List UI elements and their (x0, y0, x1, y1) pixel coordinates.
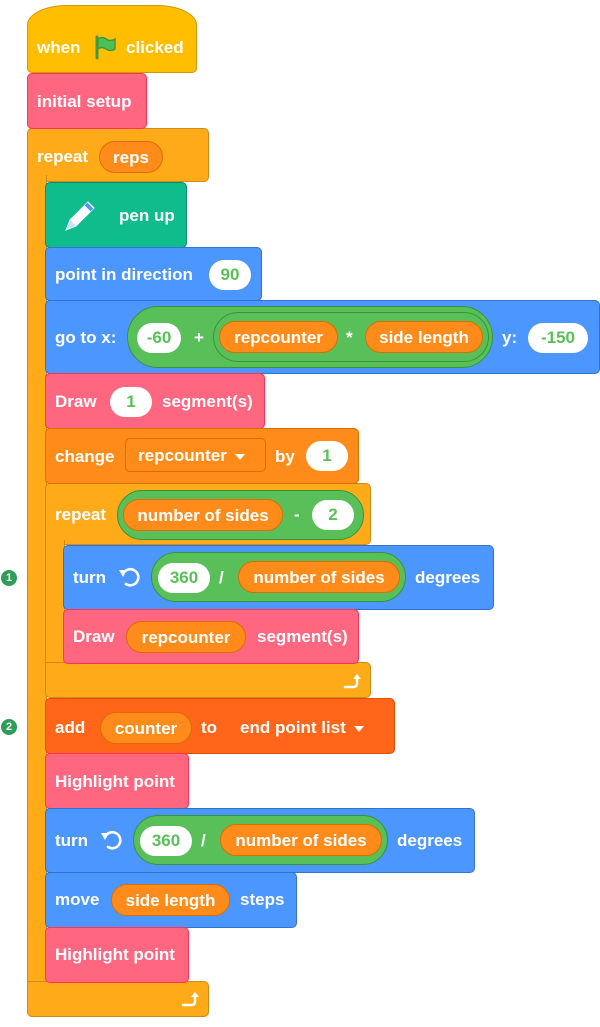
x-base-input[interactable]: -60 (137, 323, 181, 353)
repcounter-variable[interactable]: repcounter (219, 321, 338, 353)
when-flag-clicked-block[interactable] (27, 5, 197, 73)
segments-suffix-label: segment(s) (162, 392, 253, 411)
plus-sign: + (194, 328, 204, 347)
steps-label: steps (240, 890, 285, 909)
repcounter-variable[interactable]: repcounter (126, 621, 246, 653)
step-marker-1: 1 (1, 570, 17, 586)
y-input[interactable]: -150 (528, 323, 588, 353)
repeat-outer-label: repeat (37, 147, 89, 166)
pen-icon (65, 201, 95, 231)
side-length-variable[interactable]: side length (365, 321, 483, 353)
list-dropdown[interactable]: end point list (240, 713, 364, 743)
highlight-point-label: Highlight point (55, 945, 175, 964)
counter-variable[interactable]: counter (100, 712, 192, 744)
hat-clicked-label: clicked (126, 38, 184, 57)
turn-label: turn (73, 568, 107, 587)
turn-left-icon (119, 567, 140, 587)
segments-input[interactable]: 1 (110, 387, 152, 417)
variable-dropdown[interactable]: repcounter (125, 438, 266, 472)
initial-setup-label: initial setup (37, 92, 132, 111)
minus-sign: - (294, 505, 300, 524)
loop-arrow-icon (181, 992, 199, 1007)
change-label: change (55, 447, 115, 466)
hat-when-label: when (37, 38, 81, 57)
turn-left-icon (101, 830, 122, 850)
repeat-inner-left-bar (45, 540, 65, 670)
add-label: add (55, 718, 86, 737)
direction-input[interactable]: 90 (209, 260, 251, 290)
draw-label: Draw (73, 627, 115, 646)
initial-setup-block[interactable] (27, 73, 147, 129)
chevron-down-icon (353, 725, 364, 732)
green-flag-icon[interactable] (92, 34, 118, 60)
turn-degrees-input[interactable]: 360 (140, 826, 192, 856)
degrees-label: degrees (397, 831, 463, 850)
number-of-sides-variable[interactable]: number of sides (238, 561, 400, 593)
highlight-point-label: Highlight point (55, 772, 175, 791)
change-by-input[interactable]: 1 (306, 441, 348, 471)
variable-dropdown-value: repcounter (138, 446, 227, 465)
loop-arrow-icon (343, 674, 361, 689)
segments-suffix-label: segment(s) (257, 627, 348, 646)
side-length-variable[interactable]: side length (111, 884, 230, 916)
change-by-label: by (275, 447, 295, 466)
number-of-sides-variable[interactable]: number of sides (220, 824, 382, 856)
move-label: move (55, 890, 100, 909)
draw-segments-block[interactable] (45, 373, 265, 429)
repeat-outer-foot (27, 981, 209, 1017)
degrees-label: degrees (415, 568, 481, 587)
highlight-point-block[interactable] (45, 927, 189, 983)
repeat-outer-left-bar (27, 175, 47, 995)
point-in-direction-label: point in direction (55, 265, 193, 284)
highlight-point-block[interactable] (45, 753, 189, 809)
turn-label: turn (55, 831, 89, 850)
turn-degrees-input[interactable]: 360 (158, 563, 210, 593)
repeat-inner-label: repeat (55, 505, 107, 524)
divide-sign: / (201, 831, 206, 850)
reps-variable[interactable]: reps (99, 141, 163, 173)
number-of-sides-variable[interactable]: number of sides (123, 499, 283, 531)
list-dropdown-value: end point list (240, 718, 346, 737)
divide-sign: / (219, 568, 224, 587)
pen-up-label: pen up (119, 206, 175, 225)
repeat-inner-foot (45, 662, 371, 698)
multiply-sign: * (346, 328, 353, 347)
chevron-down-icon (234, 453, 245, 460)
go-to-y-label: y: (502, 328, 518, 347)
add-to-label: to (201, 718, 218, 737)
minus-value-input[interactable]: 2 (312, 500, 354, 530)
pen-up-block[interactable] (45, 182, 187, 248)
go-to-x-label: go to x: (55, 328, 117, 347)
step-marker-2: 2 (1, 719, 17, 735)
draw-label: Draw (55, 392, 97, 411)
